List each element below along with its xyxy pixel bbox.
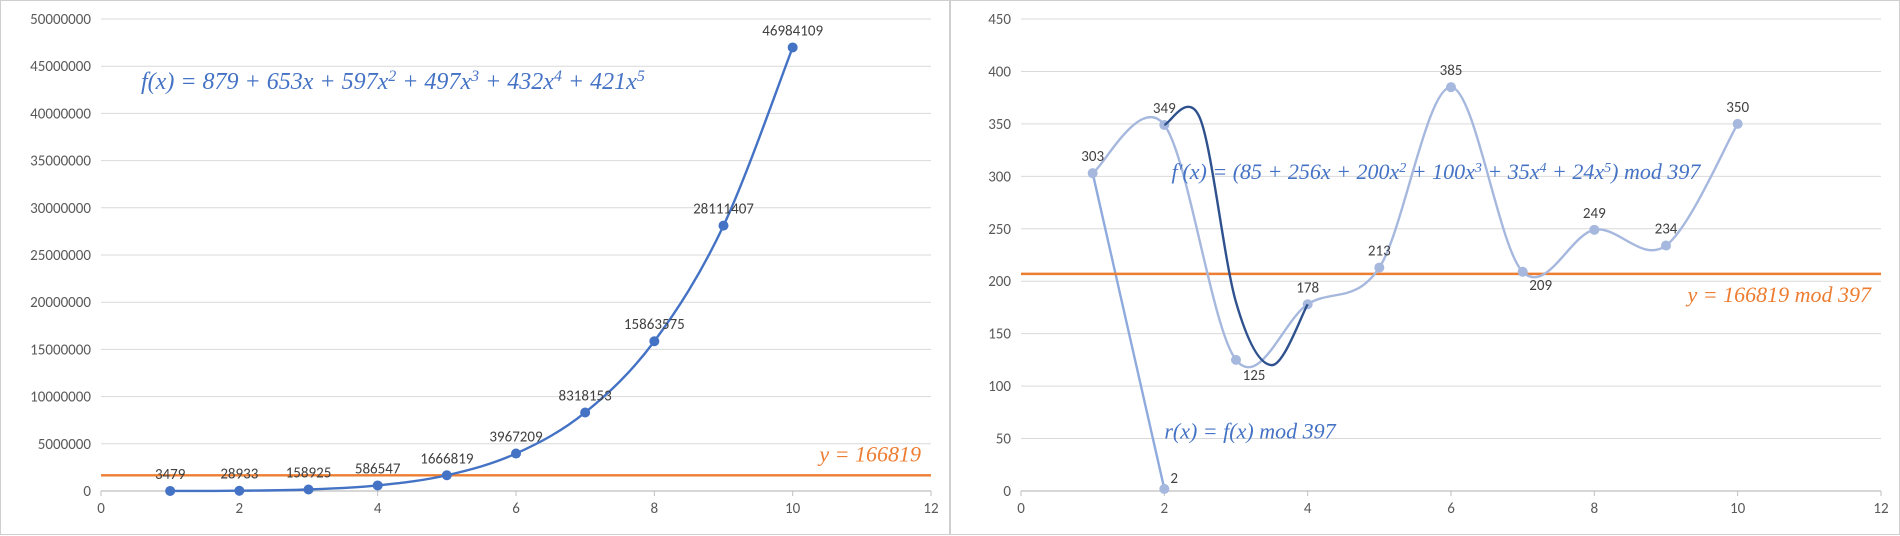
y-tick-label: 100 xyxy=(988,378,1011,396)
y-tick-label: 400 xyxy=(988,63,1011,81)
y-tick-label: 40000000 xyxy=(30,105,91,123)
series-r-line xyxy=(1093,87,1738,367)
series-r-data-label: 349 xyxy=(1153,100,1176,118)
series-r-data-label: 125 xyxy=(1243,367,1266,385)
series-f-marker xyxy=(304,484,314,494)
series-r-marker xyxy=(1088,168,1098,178)
series-r-marker xyxy=(1733,119,1743,129)
formula-fprime: f′(x) = (85 + 256x + 200x2 + 100x3 + 35x… xyxy=(1172,159,1702,184)
left-chart-panel: 0500000010000000150000002000000025000000… xyxy=(0,0,950,535)
y-tick-label: 0 xyxy=(83,483,91,501)
y-tick-label: 50000000 xyxy=(30,11,91,29)
series-f-data-label: 1666819 xyxy=(420,450,474,468)
y-tick-label: 45000000 xyxy=(30,58,91,76)
y-tick-label: 450 xyxy=(988,11,1011,29)
series-f-marker xyxy=(719,221,729,231)
y-tick-label: 5000000 xyxy=(38,436,92,454)
series-f-data-label: 586547 xyxy=(355,460,401,478)
series-r-data-label: 213 xyxy=(1368,243,1391,261)
y-tick-label: 50 xyxy=(996,431,1012,449)
series-f-data-label: 158925 xyxy=(286,464,332,482)
x-tick-label: 12 xyxy=(1873,500,1888,518)
y-tick-label: 200 xyxy=(988,273,1011,291)
series-f-line xyxy=(170,47,793,490)
right-chart-svg: 0 50 100 150 200 250 300 350 400 450 0 2 4 6 8 10 12 2 303… xyxy=(951,1,1900,536)
series-r-data-label: 303 xyxy=(1081,148,1104,166)
x-tick-label: 0 xyxy=(97,500,105,518)
series-f-marker xyxy=(373,480,383,490)
series-r-marker xyxy=(1518,267,1528,277)
y-tick-label: 150 xyxy=(988,326,1011,344)
x-tick-label: 8 xyxy=(1591,500,1599,518)
x-tick-label: 4 xyxy=(1304,500,1312,518)
charts-container: 0500000010000000150000002000000025000000… xyxy=(0,0,1900,535)
x-tick-label: 8 xyxy=(651,500,659,518)
right-chart-panel: 0 50 100 150 200 250 300 350 400 450 0 2 4 6 8 10 12 2 303… xyxy=(950,0,1900,535)
series-f-marker xyxy=(511,449,521,459)
formula-r: r(x) = f(x) mod 397 xyxy=(1164,419,1336,444)
hline-label: y = 166819 mod 397 xyxy=(1686,282,1872,307)
x-tick-label: 4 xyxy=(374,500,382,518)
series-r-data-label: 350 xyxy=(1726,99,1749,117)
formula-f: f(x) = 879 + 653x + 597x2 + 497x3 + 432x… xyxy=(141,68,645,96)
series-r-data-label: 178 xyxy=(1296,279,1319,297)
y-tick-label: 350 xyxy=(988,116,1011,134)
x-tick-label: 12 xyxy=(923,500,938,518)
y-tick-label: 250 xyxy=(988,221,1011,239)
series-f-marker xyxy=(580,407,590,417)
series-f-marker xyxy=(165,486,175,496)
y-tick-label: 15000000 xyxy=(30,341,91,359)
series-f-marker xyxy=(234,486,244,496)
series-r-marker xyxy=(1661,241,1671,251)
series-f-marker xyxy=(649,336,659,346)
series-fmod-partial xyxy=(1093,173,1165,489)
series-r-data-label: 249 xyxy=(1583,205,1606,223)
x-tick-label: 10 xyxy=(1730,500,1746,518)
left-chart-svg: 0500000010000000150000002000000025000000… xyxy=(1,1,951,536)
series-r-data-label: 234 xyxy=(1655,221,1678,239)
y-tick-label: 35000000 xyxy=(30,153,91,171)
hline-label: y = 166819 xyxy=(817,441,921,466)
y-tick-label: 0 xyxy=(1003,483,1011,501)
series-f-data-label: 15863575 xyxy=(624,316,685,334)
series-fprime-partial xyxy=(1164,107,1307,365)
point-2 xyxy=(1159,484,1169,494)
series-f-marker xyxy=(788,42,798,52)
y-tick-label: 25000000 xyxy=(30,247,91,265)
series-r-data-label: 209 xyxy=(1529,277,1552,295)
series-r-data-label: 385 xyxy=(1440,62,1463,80)
y-tick-label: 10000000 xyxy=(30,389,91,407)
y-tick-label: 300 xyxy=(988,168,1011,186)
series-f-marker xyxy=(442,470,452,480)
x-tick-label: 6 xyxy=(1447,500,1455,518)
x-tick-label: 6 xyxy=(512,500,520,518)
series-r-marker xyxy=(1446,82,1456,92)
x-tick-label: 10 xyxy=(785,500,801,518)
series-f-data-label: 3967209 xyxy=(489,429,543,447)
series-f-data-label: 3479 xyxy=(155,466,186,484)
series-f-data-label: 28111407 xyxy=(693,201,754,219)
series-r-marker xyxy=(1231,355,1241,365)
x-tick-label: 0 xyxy=(1017,500,1025,518)
series-f-data-label: 46984109 xyxy=(762,22,823,40)
y-tick-label: 20000000 xyxy=(30,294,91,312)
series-f-data-label: 8318153 xyxy=(559,387,613,405)
point-2-label: 2 xyxy=(1170,470,1178,488)
series-f-data-label: 28933 xyxy=(220,466,258,484)
x-tick-label: 2 xyxy=(236,500,244,518)
y-tick-label: 30000000 xyxy=(30,200,91,218)
series-r-marker xyxy=(1374,263,1384,273)
x-tick-label: 2 xyxy=(1161,500,1169,518)
series-r-marker xyxy=(1589,225,1599,235)
